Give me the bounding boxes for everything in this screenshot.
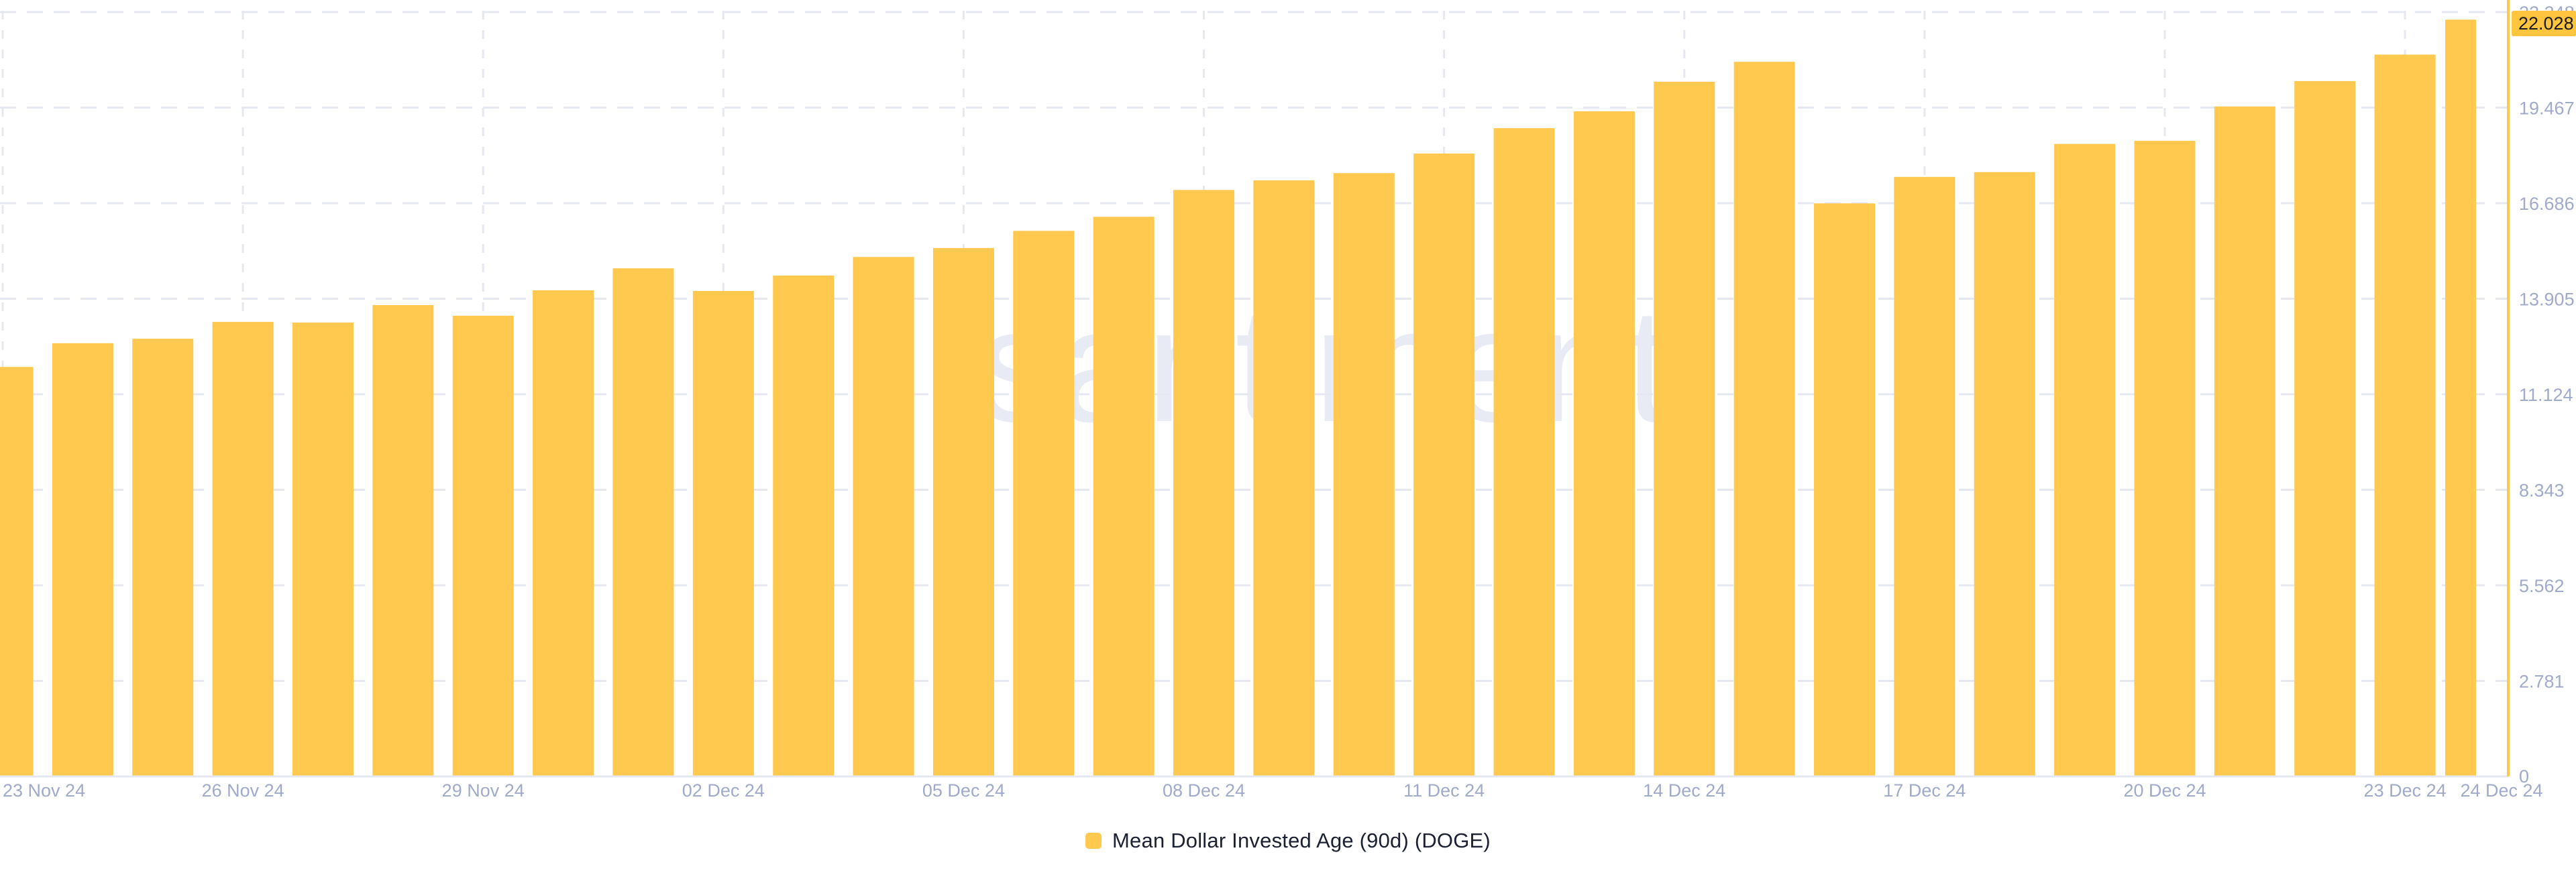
bar-07-Dec-24[interactable] <box>1093 217 1155 776</box>
legend-swatch <box>1085 833 1102 849</box>
y-tick-label: 8.343 <box>2519 481 2565 501</box>
bar-11-Dec-24[interactable] <box>1413 154 1475 776</box>
x-tick-label: 23 Dec 24 <box>2364 780 2447 801</box>
bar-02-Dec-24[interactable] <box>692 290 754 776</box>
x-tick-label: 26 Nov 24 <box>202 780 284 801</box>
bar-10-Dec-24[interactable] <box>1333 173 1395 776</box>
x-tick-label: 08 Dec 24 <box>1163 780 1245 801</box>
bar-06-Dec-24[interactable] <box>1013 231 1075 776</box>
bar-04-Dec-24[interactable] <box>853 257 914 777</box>
bar-18-Dec-24[interactable] <box>1974 172 2035 776</box>
y-tick-label: 16.686 <box>2519 194 2575 214</box>
y-tick-label: 19.467 <box>2519 99 2575 119</box>
bar-30-Nov-24[interactable] <box>533 290 594 777</box>
bar-24-Nov-24[interactable] <box>52 343 113 776</box>
legend-label: Mean Dollar Invested Age (90d) (DOGE) <box>1112 829 1491 852</box>
x-tick-label: 11 Dec 24 <box>1403 780 1485 801</box>
bar-19-Dec-24[interactable] <box>2054 143 2116 777</box>
bar-24-Dec-24[interactable] <box>2445 19 2476 776</box>
bar-05-Dec-24[interactable] <box>932 247 994 776</box>
bar-16-Dec-24[interactable] <box>1814 203 1876 776</box>
current-value-badge <box>2512 11 2576 36</box>
bar-27-Nov-24[interactable] <box>292 323 354 776</box>
bar-13-Dec-24[interactable] <box>1573 111 1635 777</box>
current-value-text: 22.028 <box>2518 13 2574 34</box>
bar-08-Dec-24[interactable] <box>1173 190 1235 777</box>
x-tick-label: 20 Dec 24 <box>2123 780 2206 801</box>
x-tick-label: 14 Dec 24 <box>1643 780 1725 801</box>
bar-26-Nov-24[interactable] <box>212 322 274 776</box>
y-tick-label: 5.562 <box>2519 576 2565 596</box>
x-tick-label: 02 Dec 24 <box>682 780 765 801</box>
bar-25-Nov-24[interactable] <box>132 339 194 776</box>
bar-23-Nov-24[interactable] <box>0 367 34 776</box>
bar-22-Dec-24[interactable] <box>2294 80 2356 777</box>
bar-17-Dec-24[interactable] <box>1894 176 1955 777</box>
bar-20-Dec-24[interactable] <box>2134 141 2196 776</box>
bar-01-Dec-24[interactable] <box>612 268 674 776</box>
bar-14-Dec-24[interactable] <box>1654 81 1715 776</box>
bar-28-Nov-24[interactable] <box>372 304 434 776</box>
bar-21-Dec-24[interactable] <box>2214 106 2275 776</box>
x-tick-label: 29 Nov 24 <box>442 780 525 801</box>
bar-03-Dec-24[interactable] <box>773 275 835 777</box>
bar-09-Dec-24[interactable] <box>1253 180 1315 776</box>
bar-29-Nov-24[interactable] <box>452 315 514 776</box>
x-tick-label: 05 Dec 24 <box>922 780 1005 801</box>
bar-15-Dec-24[interactable] <box>1733 62 1795 777</box>
y-tick-label: 13.905 <box>2519 290 2575 310</box>
x-tick-label: 17 Dec 24 <box>1883 780 1966 801</box>
x-tick-label: 24 Dec 24 <box>2460 780 2542 801</box>
y-tick-label: 2.781 <box>2519 672 2565 692</box>
bar-23-Dec-24[interactable] <box>2374 54 2436 777</box>
y-tick-label: 11.124 <box>2519 385 2573 405</box>
y-tick-label: 0 <box>2519 766 2529 786</box>
x-tick-label: 23 Nov 24 <box>3 780 85 801</box>
bar-12-Dec-24[interactable] <box>1493 128 1555 776</box>
legend-item[interactable]: Mean Dollar Invested Age (90d) (DOGE) <box>1085 829 1491 853</box>
